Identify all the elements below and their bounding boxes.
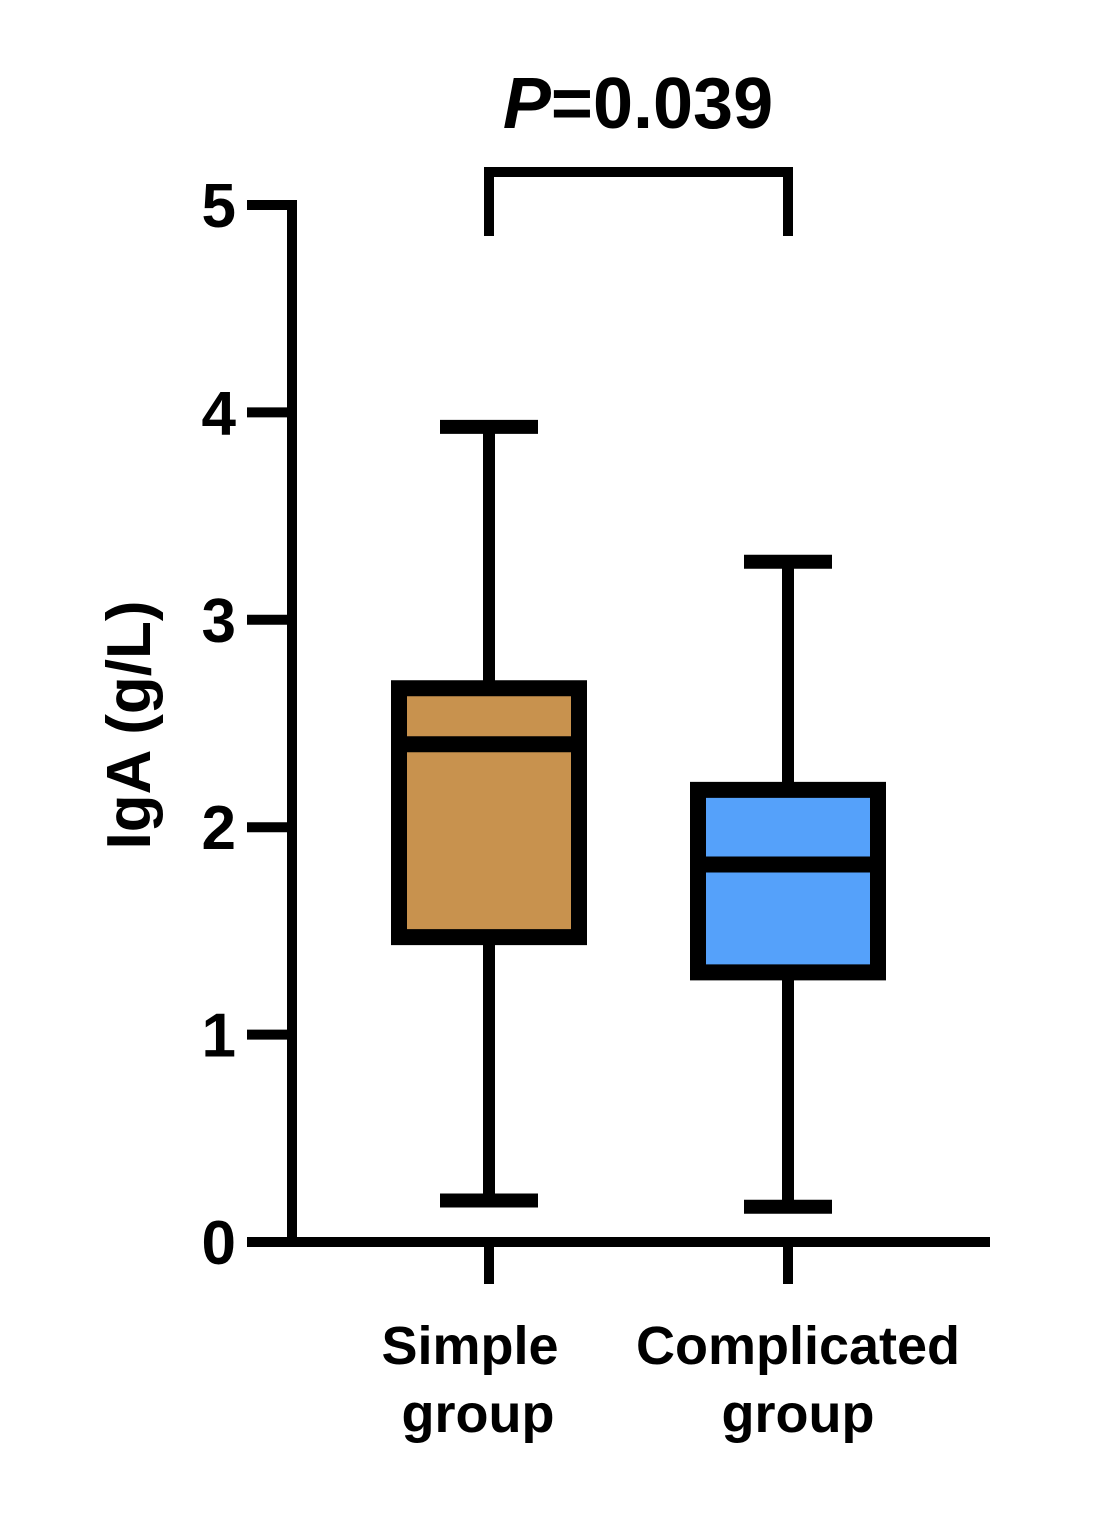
y-tick-label-1: 1 bbox=[202, 1002, 236, 1071]
iqr-box-simple-group bbox=[391, 680, 587, 946]
y-tick-label-0: 0 bbox=[202, 1209, 236, 1278]
category-label-complicated-line2: group bbox=[722, 1384, 875, 1444]
y-ticks bbox=[247, 200, 297, 1247]
category-label-simple-line2: group bbox=[402, 1384, 555, 1444]
p-value-italic: P bbox=[503, 64, 552, 144]
p-value-text: =0.039 bbox=[551, 64, 773, 144]
category-label-complicated-line1: Complicated bbox=[636, 1316, 960, 1376]
y-tick-label-4: 4 bbox=[202, 379, 237, 448]
iqr-box-complicated-group bbox=[690, 781, 886, 981]
y-tick-labels: 0 1 2 3 4 5 bbox=[202, 172, 237, 1278]
y-axis-label: IgA (g/L) bbox=[95, 600, 164, 849]
y-tick-label-3: 3 bbox=[202, 587, 236, 656]
box-simple-group bbox=[391, 419, 587, 1208]
y-tick-label-2: 2 bbox=[202, 794, 236, 863]
category-label-simple-line1: Simple bbox=[381, 1316, 558, 1376]
y-tick-label-5: 5 bbox=[202, 172, 236, 241]
significance-bracket bbox=[484, 167, 793, 236]
box-complicated-group bbox=[690, 554, 886, 1214]
p-value-annotation: P=0.039 bbox=[503, 64, 773, 144]
